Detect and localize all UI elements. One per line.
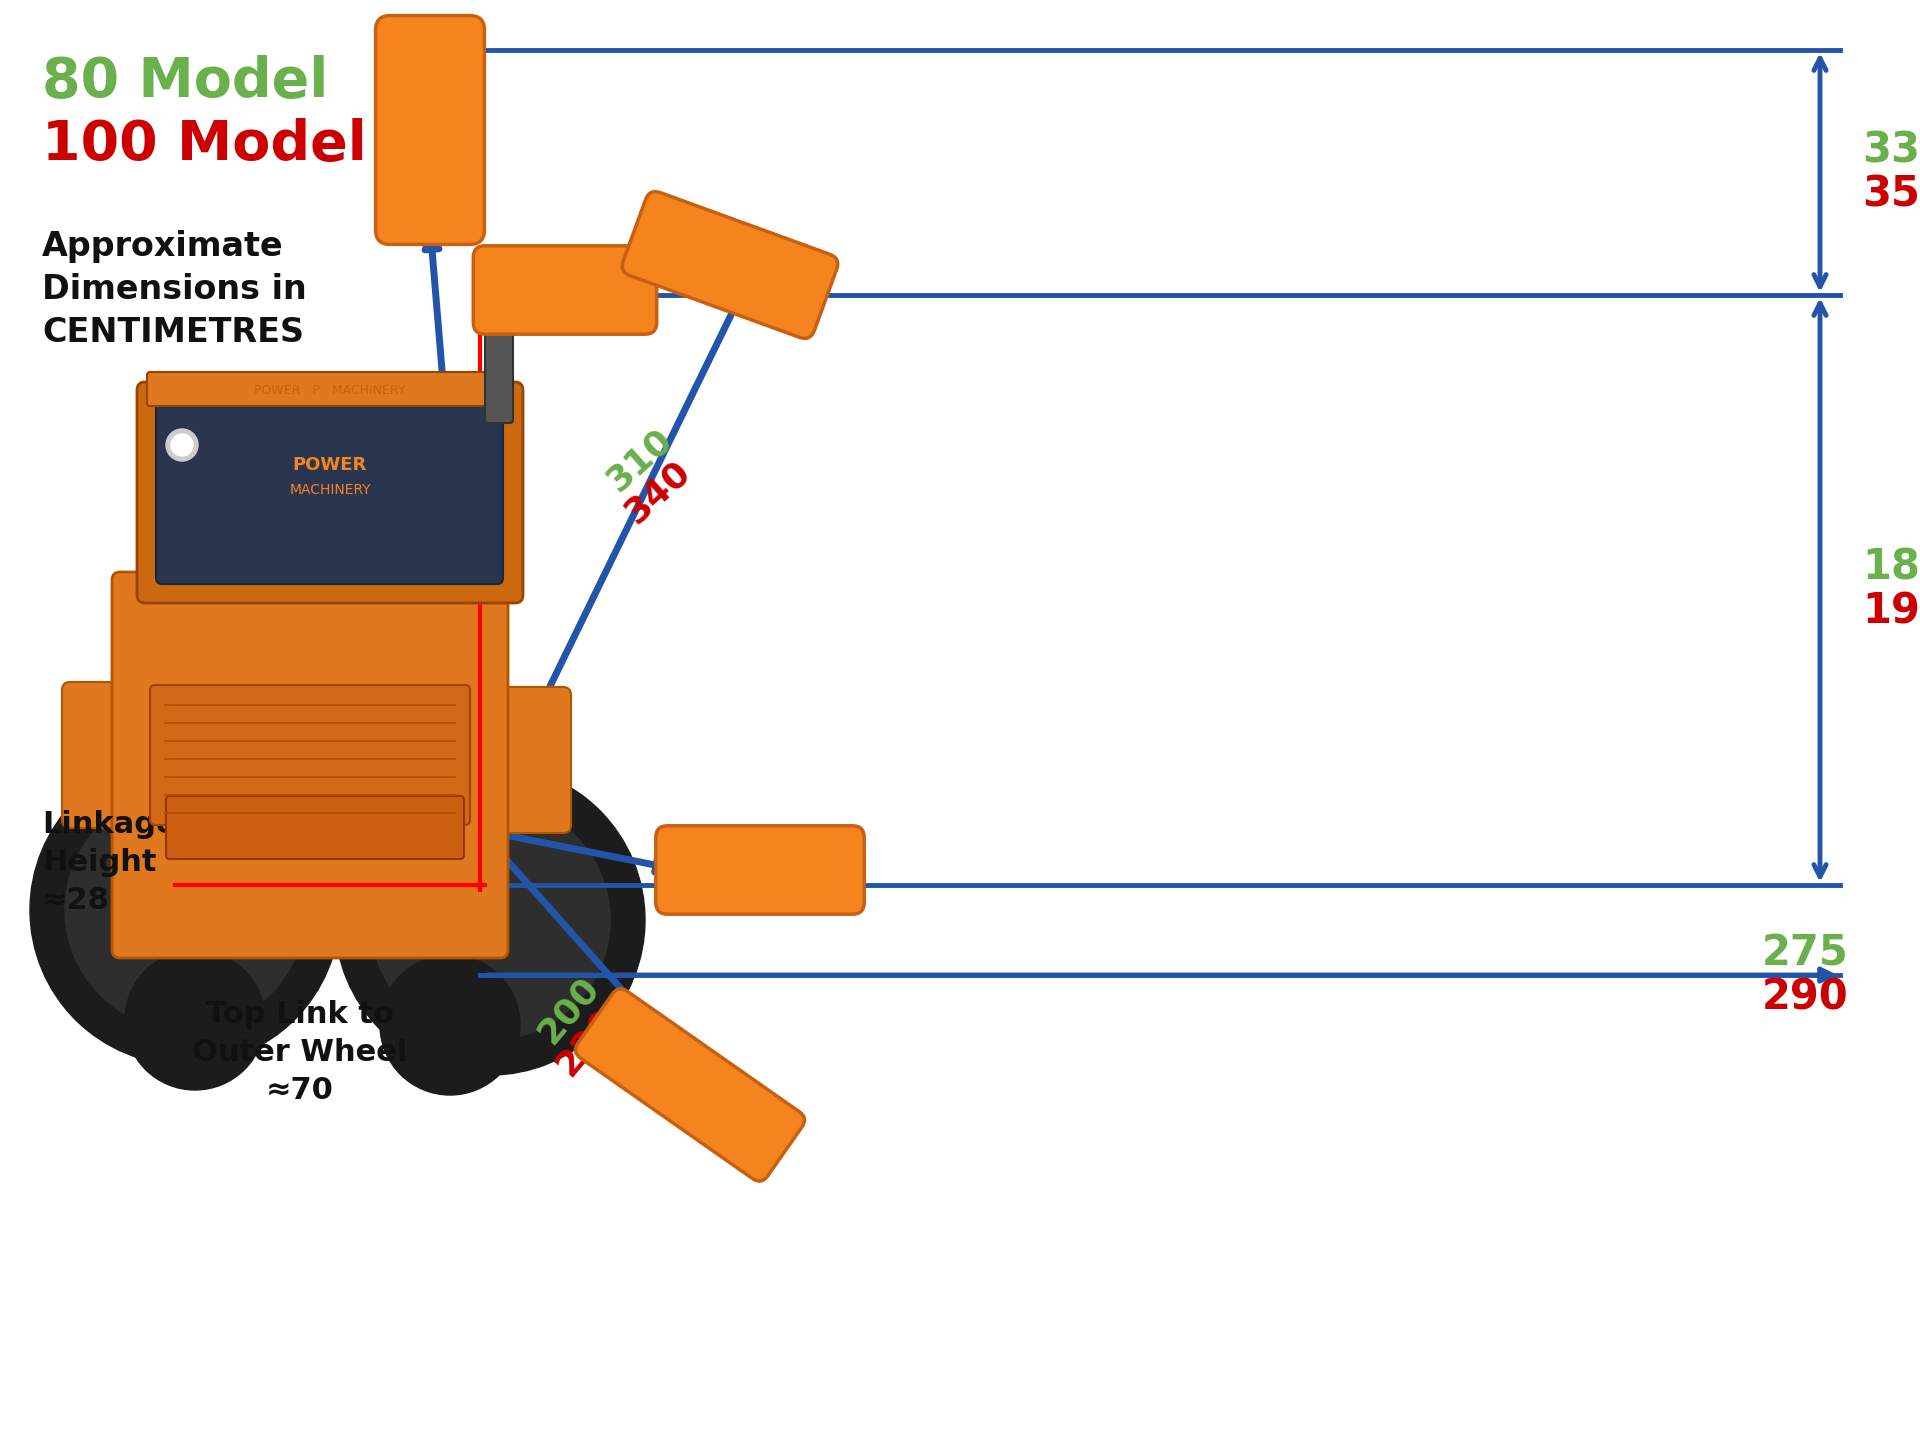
FancyBboxPatch shape xyxy=(474,246,657,335)
Text: 340: 340 xyxy=(618,454,697,530)
Text: Dimensions in: Dimensions in xyxy=(42,273,307,306)
Text: Top Link to: Top Link to xyxy=(205,999,394,1030)
Text: 80 Model: 80 Model xyxy=(42,55,328,109)
FancyBboxPatch shape xyxy=(136,382,522,603)
Text: Height: Height xyxy=(42,849,157,877)
Text: 185: 185 xyxy=(1862,547,1920,589)
Circle shape xyxy=(125,951,265,1090)
Text: 195: 195 xyxy=(1862,592,1920,633)
Text: 275: 275 xyxy=(1763,932,1849,974)
Text: 330: 330 xyxy=(1862,129,1920,171)
Text: 200: 200 xyxy=(530,971,605,1050)
FancyBboxPatch shape xyxy=(576,989,804,1182)
Circle shape xyxy=(171,434,194,457)
Text: 220: 220 xyxy=(549,1002,624,1081)
Circle shape xyxy=(165,429,198,461)
FancyBboxPatch shape xyxy=(61,682,263,829)
FancyBboxPatch shape xyxy=(150,685,470,826)
Circle shape xyxy=(31,755,340,1066)
FancyBboxPatch shape xyxy=(165,796,465,859)
FancyBboxPatch shape xyxy=(376,16,484,244)
Circle shape xyxy=(380,955,520,1096)
FancyBboxPatch shape xyxy=(156,392,503,584)
Circle shape xyxy=(65,790,305,1030)
FancyBboxPatch shape xyxy=(486,287,513,424)
Text: POWER: POWER xyxy=(294,457,367,474)
FancyBboxPatch shape xyxy=(622,191,837,339)
Circle shape xyxy=(371,800,611,1040)
Text: ≈70: ≈70 xyxy=(267,1076,334,1104)
Text: Outer Wheel: Outer Wheel xyxy=(192,1038,407,1067)
Text: 350: 350 xyxy=(1862,174,1920,215)
FancyBboxPatch shape xyxy=(148,372,513,406)
Circle shape xyxy=(334,765,645,1076)
Text: CENTIMETRES: CENTIMETRES xyxy=(42,316,303,349)
FancyBboxPatch shape xyxy=(111,572,509,958)
Text: MACHINERY: MACHINERY xyxy=(290,482,371,497)
Text: POWER   P   MACHINERY: POWER P MACHINERY xyxy=(253,383,405,396)
Text: Linkage: Linkage xyxy=(42,810,177,839)
FancyBboxPatch shape xyxy=(657,826,864,915)
FancyBboxPatch shape xyxy=(371,686,570,833)
Text: ≈28: ≈28 xyxy=(42,886,109,915)
Text: Approximate: Approximate xyxy=(42,230,284,263)
Text: 290: 290 xyxy=(1763,976,1849,1018)
Text: 100 Model: 100 Model xyxy=(42,118,367,172)
Text: 310: 310 xyxy=(601,422,680,498)
